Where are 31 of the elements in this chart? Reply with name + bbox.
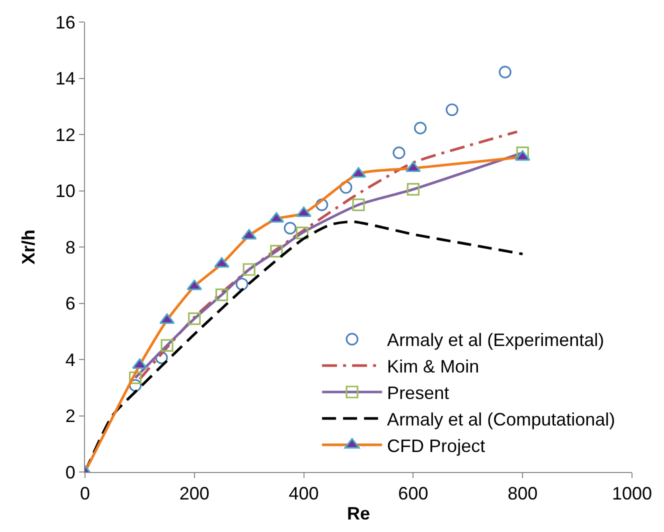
point — [340, 181, 352, 194]
point — [498, 66, 512, 78]
point — [236, 278, 248, 290]
y-tick-label: 2 — [65, 406, 76, 426]
y-tick-label: 12 — [55, 124, 76, 145]
y-tick-label: 8 — [65, 237, 76, 258]
y-tick-label: 6 — [65, 294, 76, 314]
point — [414, 122, 427, 134]
legend-label: Kim & Moin — [387, 356, 480, 377]
x-tick-label: 400 — [288, 484, 319, 504]
point — [284, 222, 296, 234]
x-tick-label: 600 — [398, 484, 428, 504]
x-tick-label: 200 — [179, 484, 210, 504]
x-tick-label: 0 — [80, 484, 90, 504]
y-tick-label: 10 — [55, 181, 76, 202]
point — [129, 379, 142, 392]
x-axis-title: Re — [346, 504, 370, 524]
x-tick-label: 800 — [508, 484, 538, 504]
legend-label: CFD Project — [387, 436, 486, 456]
x-tick-label: 1000 — [612, 484, 652, 504]
legend-label: Present — [387, 383, 450, 404]
legend-label: Armaly et al (Experimental) — [387, 330, 604, 350]
y-tick-label: 4 — [65, 350, 76, 370]
y-tick-label: 0 — [65, 462, 76, 482]
point — [392, 146, 406, 160]
y-tick-label: 16 — [55, 12, 76, 32]
point — [316, 198, 328, 212]
y-axis-title: Xr/h — [18, 229, 39, 265]
legend-label: Armaly et al (Computational) — [387, 409, 616, 430]
point — [446, 103, 458, 116]
y-tick-label: 14 — [55, 68, 76, 89]
